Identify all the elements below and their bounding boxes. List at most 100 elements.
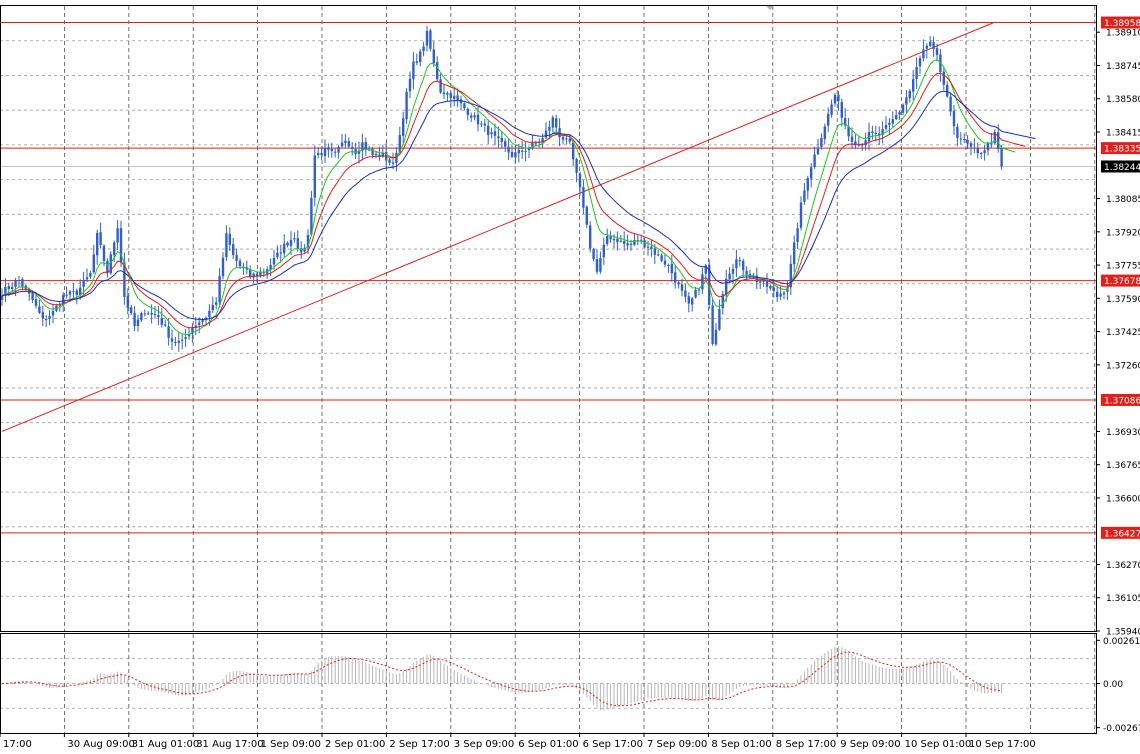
candle	[708, 259, 711, 309]
candle	[837, 91, 840, 111]
candle	[663, 253, 667, 268]
candle	[446, 91, 449, 102]
candle	[408, 71, 412, 98]
price-label: 1.37590	[1106, 295, 1140, 305]
candle	[119, 220, 123, 267]
candle	[147, 311, 150, 316]
candle	[259, 267, 262, 279]
candle	[164, 319, 167, 328]
candle	[395, 147, 398, 172]
time-label: 10 Sep 17:00	[969, 739, 1036, 750]
candle	[160, 308, 163, 328]
candle	[674, 264, 677, 289]
candle	[388, 157, 391, 166]
candle	[228, 227, 231, 251]
chart-shift-marker-icon[interactable]	[766, 6, 774, 10]
level-badge	[1101, 393, 1140, 406]
candle	[850, 127, 854, 149]
candle	[908, 89, 911, 103]
candle	[816, 139, 820, 156]
price-axis: 1.38910 1.38745 1.38580 1.38415 1.38085 1.379…	[1096, 29, 1140, 638]
candle	[680, 278, 684, 297]
candle	[123, 252, 126, 305]
candle	[306, 229, 310, 255]
candle	[847, 118, 850, 142]
candle	[347, 137, 350, 149]
candle	[235, 248, 238, 268]
candle	[140, 311, 143, 323]
candle	[827, 107, 830, 133]
candle	[595, 249, 599, 275]
current-price-badge	[1101, 160, 1140, 173]
candle	[765, 272, 769, 294]
candle	[993, 129, 996, 146]
candle	[592, 247, 595, 262]
price-label: 1.36270	[1106, 561, 1140, 571]
price-label: 1.35940	[1106, 628, 1140, 638]
candle	[62, 291, 65, 312]
oscillator	[1, 646, 1003, 711]
candle	[116, 219, 119, 251]
candle	[303, 244, 306, 253]
candle	[697, 288, 701, 296]
candle	[524, 142, 527, 162]
candle	[211, 296, 214, 314]
candle	[976, 142, 979, 159]
candle	[677, 280, 680, 289]
candle	[1000, 145, 1003, 170]
level-badge-label: 1.36427	[1104, 529, 1140, 539]
candle	[497, 126, 500, 148]
candle	[833, 92, 837, 107]
trend-line[interactable]	[1, 21, 995, 432]
candle	[517, 143, 520, 163]
candle	[317, 147, 320, 159]
candle	[932, 36, 935, 57]
candle	[143, 309, 146, 317]
time-label: 8 Sep 17:00	[776, 739, 836, 750]
candle	[4, 277, 7, 303]
candle	[871, 125, 874, 140]
time-label: 1 Sep 09:00	[261, 739, 321, 750]
candle	[721, 291, 724, 315]
candle	[891, 111, 894, 128]
candle	[568, 134, 571, 145]
candle	[402, 111, 405, 144]
candle	[51, 303, 55, 324]
candle	[915, 57, 918, 89]
candle	[364, 137, 367, 156]
candle	[959, 132, 962, 145]
candle	[521, 141, 524, 159]
time-label: 17:00	[3, 739, 32, 750]
candle	[296, 230, 299, 252]
candle	[711, 298, 714, 346]
oscillator-label: 0.00	[1103, 680, 1123, 690]
candle	[881, 121, 884, 144]
candle	[344, 134, 347, 148]
candle	[174, 336, 177, 347]
price-label: 1.38910	[1106, 29, 1140, 39]
candle	[487, 119, 490, 144]
candle	[439, 73, 442, 94]
candle	[106, 258, 109, 278]
price-label: 1.37755	[1106, 262, 1140, 272]
candle	[929, 36, 932, 48]
candle	[691, 297, 694, 312]
candle	[436, 56, 439, 82]
candle	[225, 225, 228, 261]
candle	[422, 41, 425, 57]
candle	[714, 322, 718, 347]
candle	[330, 142, 333, 158]
candle	[942, 66, 945, 91]
candle	[782, 290, 786, 300]
candle	[337, 145, 340, 159]
candle	[82, 272, 85, 295]
candle	[623, 231, 626, 251]
candle	[170, 329, 174, 351]
oscillator-label: -0.002676	[1103, 724, 1140, 734]
oscillator-signal-line	[1, 651, 1002, 707]
candle	[391, 152, 395, 170]
candle	[514, 144, 517, 164]
candle	[810, 163, 813, 188]
horizontal-levels	[0, 22, 1096, 534]
candle	[823, 123, 826, 145]
